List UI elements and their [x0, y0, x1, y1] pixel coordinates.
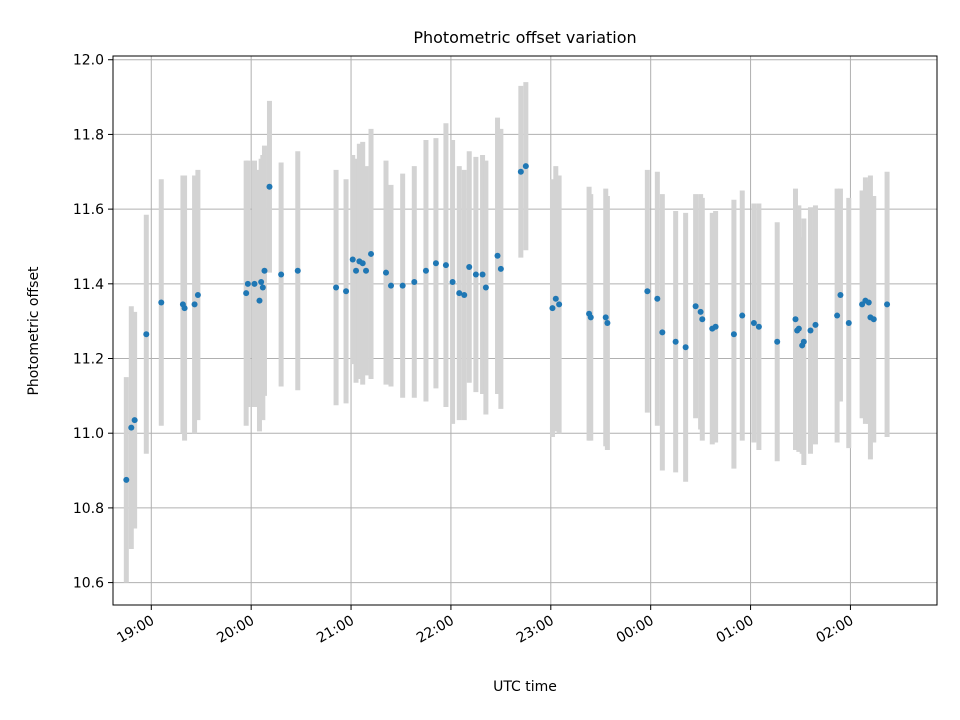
data-point — [472, 271, 479, 278]
data-point — [191, 301, 198, 308]
data-point — [432, 260, 439, 267]
data-point — [497, 265, 504, 272]
data-point — [672, 338, 679, 345]
data-point — [884, 301, 891, 308]
data-point — [123, 476, 130, 483]
data-point — [128, 424, 135, 431]
data-point — [482, 284, 489, 291]
data-point — [256, 297, 263, 304]
x-axis-ticks: 19:00 20:00 21:00 22:00 23:00 00:00 01:00 02:00 — [114, 605, 856, 647]
data-point — [449, 278, 456, 285]
data-point — [739, 312, 746, 319]
data-point — [807, 327, 814, 334]
data-point — [194, 292, 201, 299]
data-point — [368, 250, 375, 257]
data-point — [422, 267, 429, 274]
x-tick-label: 01:00 — [714, 613, 757, 647]
y-tick-label: 11.6 — [73, 202, 104, 218]
data-point — [517, 168, 524, 175]
x-tick-label: 20:00 — [214, 613, 257, 647]
plot-frame — [112, 55, 938, 606]
data-point — [792, 316, 799, 323]
data-point — [399, 282, 406, 289]
data-point — [697, 308, 704, 315]
data-point — [333, 284, 340, 291]
data-point — [158, 299, 165, 306]
data-point — [266, 183, 273, 190]
y-tick-label: 11.0 — [73, 426, 104, 442]
data-point — [479, 271, 486, 278]
data-point — [755, 323, 762, 330]
data-point — [363, 267, 370, 274]
data-point — [461, 292, 468, 299]
y-tick-label: 11.4 — [73, 277, 104, 293]
x-tick-label: 21:00 — [314, 613, 357, 647]
y-tick-label: 10.8 — [73, 501, 104, 517]
y-axis-ticks: 10.6 10.8 11.0 11.2 11.4 11.6 11.8 12.0 — [73, 53, 113, 592]
data-point — [837, 292, 844, 299]
data-point — [845, 320, 852, 327]
data-point — [552, 295, 559, 302]
data-point — [494, 252, 501, 259]
data-point — [466, 264, 473, 271]
y-tick-label: 11.2 — [73, 352, 104, 368]
y-tick-label: 12.0 — [73, 53, 104, 69]
data-point — [383, 269, 390, 276]
data-point — [659, 329, 666, 336]
y-axis-label: Photometric offset — [26, 266, 42, 396]
y-tick-label: 10.6 — [73, 576, 104, 592]
data-point — [131, 417, 138, 424]
data-point — [359, 260, 366, 267]
data-point — [442, 262, 449, 269]
data-point — [774, 338, 781, 345]
data-point — [750, 320, 757, 327]
data-point — [353, 267, 360, 274]
data-point — [602, 314, 609, 321]
data-point — [730, 331, 737, 338]
data-point — [865, 299, 872, 306]
data-point — [259, 284, 266, 291]
data-points — [123, 163, 891, 483]
data-point — [258, 278, 265, 285]
data-point — [644, 288, 651, 295]
data-point — [682, 344, 689, 351]
data-point — [294, 267, 301, 274]
data-point — [699, 316, 706, 323]
x-tick-label: 23:00 — [514, 613, 557, 647]
data-point — [604, 320, 611, 327]
data-point — [800, 338, 807, 345]
data-point — [549, 305, 556, 312]
x-tick-label: 00:00 — [614, 613, 657, 647]
data-point — [278, 271, 285, 278]
data-point — [692, 303, 699, 310]
data-point — [411, 278, 418, 285]
data-point — [834, 312, 841, 319]
x-axis-label: UTC time — [493, 679, 557, 695]
x-tick-label: 22:00 — [414, 613, 457, 647]
data-point — [243, 290, 250, 297]
x-tick-label: 02:00 — [813, 613, 856, 647]
data-point — [349, 256, 356, 263]
data-point — [587, 314, 594, 321]
data-point — [143, 331, 150, 338]
data-point — [387, 282, 394, 289]
y-tick-label: 11.8 — [73, 127, 104, 143]
data-point — [456, 290, 463, 297]
data-point — [251, 280, 258, 287]
data-point — [556, 301, 563, 308]
data-point — [795, 325, 802, 332]
data-point — [870, 316, 877, 323]
data-point — [522, 163, 529, 170]
data-point — [181, 305, 188, 312]
data-point — [343, 288, 350, 295]
chart-title: Photometric offset variation — [413, 28, 636, 47]
data-point — [244, 280, 251, 287]
data-point — [812, 321, 819, 328]
x-tick-label: 19:00 — [114, 613, 157, 647]
data-point — [654, 295, 661, 302]
data-point — [261, 267, 268, 274]
data-point — [712, 323, 719, 330]
